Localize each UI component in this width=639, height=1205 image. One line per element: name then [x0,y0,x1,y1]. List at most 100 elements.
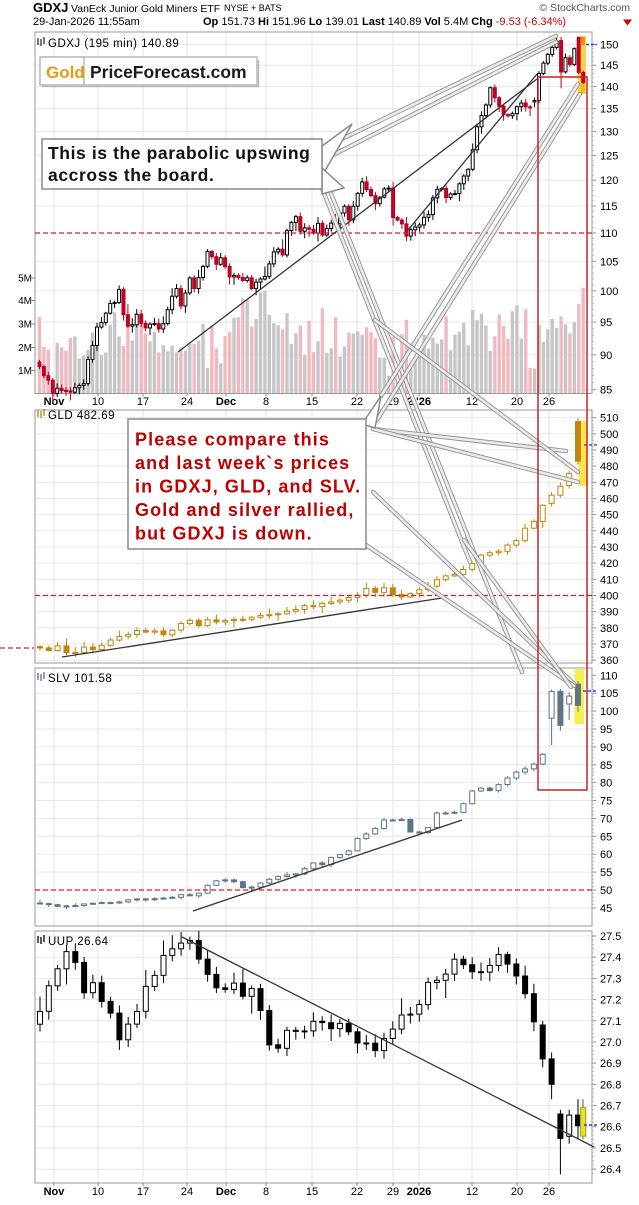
svg-text:360: 360 [600,655,618,667]
svg-text:3M: 3M [18,320,32,331]
svg-text:Dec: Dec [216,396,236,408]
svg-text:27.1: 27.1 [600,1016,621,1028]
svg-text:GDXJ: GDXJ [33,0,68,15]
svg-text:8: 8 [263,396,269,408]
svg-text:5M: 5M [18,274,32,285]
svg-text:85: 85 [600,385,612,397]
svg-text:105: 105 [600,688,618,700]
svg-text:26.9: 26.9 [600,1058,621,1070]
svg-text:95: 95 [600,724,612,736]
svg-text:390: 390 [600,607,618,619]
svg-text:135: 135 [600,104,618,116]
svg-text:1M: 1M [18,366,32,377]
svg-text:26: 26 [543,1186,555,1198]
svg-text:145: 145 [600,60,618,72]
svg-text:60: 60 [600,849,612,861]
svg-text:20: 20 [511,396,523,408]
svg-text:26: 26 [543,396,555,408]
svg-text:470: 470 [600,477,618,489]
svg-text:15: 15 [306,1186,318,1198]
svg-text:2026: 2026 [407,1186,431,1198]
svg-text:10: 10 [92,1186,104,1198]
svg-text:80: 80 [600,778,612,790]
svg-text:29: 29 [387,1186,399,1198]
svg-text:450: 450 [600,510,618,522]
svg-text:SLV 101.58: SLV 101.58 [48,673,112,685]
svg-text:110: 110 [600,228,618,240]
svg-text:VanEck Junior Gold Miners ETF: VanEck Junior Gold Miners ETF [71,3,220,15]
svg-text:490: 490 [600,445,618,457]
svg-text:This is the parabolic upswing: This is the parabolic upswing [48,143,310,163]
svg-text:480: 480 [600,461,618,473]
svg-text:24: 24 [181,1186,193,1198]
svg-text:12: 12 [466,1186,478,1198]
svg-text:27.2: 27.2 [600,995,621,1007]
svg-text:510: 510 [600,413,618,425]
svg-text:PriceForecast.com: PriceForecast.com [90,62,247,82]
svg-text:70: 70 [600,813,612,825]
svg-text:27.0: 27.0 [600,1037,621,1049]
svg-text:65: 65 [600,831,612,843]
svg-text:in GDXJ, GLD, and SLV.: in GDXJ, GLD, and SLV. [135,477,361,497]
svg-text:460: 460 [600,494,618,506]
svg-text:75: 75 [600,796,612,808]
svg-text:29-Jan-2026 11:55am: 29-Jan-2026 11:55am [33,16,140,28]
svg-text:130: 130 [600,127,618,139]
svg-text:45: 45 [600,903,612,915]
svg-text:150: 150 [600,40,618,52]
svg-text:GLD 482.69: GLD 482.69 [48,410,115,422]
svg-text:100: 100 [600,286,618,298]
svg-text:125: 125 [600,150,618,162]
svg-text:95: 95 [600,317,612,329]
svg-text:27.4: 27.4 [600,952,621,964]
svg-text:26.8: 26.8 [600,1079,621,1091]
svg-text:and last week`s prices: and last week`s prices [135,453,350,473]
svg-text:UUP 26.64: UUP 26.64 [48,936,109,948]
svg-text:100: 100 [600,706,618,718]
svg-text:370: 370 [600,639,618,651]
svg-text:85: 85 [600,760,612,772]
svg-text:4M: 4M [18,296,32,307]
svg-text:but GDXJ is down.: but GDXJ is down. [135,524,313,544]
svg-text:500: 500 [600,429,618,441]
svg-text:10: 10 [92,396,104,408]
svg-text:accross the board.: accross the board. [48,165,214,185]
svg-text:115: 115 [600,201,618,213]
svg-text:105: 105 [600,256,618,268]
svg-text:Op 151.73 Hi 151.96 Lo 139.01: Op 151.73 Hi 151.96 Lo 139.01 Last 140.8… [203,16,566,28]
svg-text:430: 430 [600,542,618,554]
svg-text:17: 17 [137,1186,149,1198]
svg-text:15: 15 [306,396,318,408]
svg-text:22: 22 [351,396,363,408]
svg-text:24: 24 [181,396,193,408]
svg-text:26.4: 26.4 [600,1164,621,1176]
svg-text:Please compare this: Please compare this [135,430,330,450]
svg-text:55: 55 [600,867,612,879]
svg-text:© StockCharts.com: © StockCharts.com [539,2,630,14]
svg-text:140: 140 [600,82,618,94]
svg-text:26.7: 26.7 [600,1101,621,1113]
svg-text:GDXJ (195 min) 140.89: GDXJ (195 min) 140.89 [48,38,179,50]
svg-text:26.5: 26.5 [600,1143,621,1155]
svg-text:NYSE + BATS: NYSE + BATS [224,3,282,13]
svg-text:380: 380 [600,623,618,635]
svg-text:400: 400 [600,591,618,603]
svg-text:26.6: 26.6 [600,1122,621,1134]
svg-text:120: 120 [600,175,618,187]
svg-text:410: 410 [600,574,618,586]
svg-text:420: 420 [600,558,618,570]
svg-text:Dec: Dec [216,1186,236,1198]
svg-text:27.3: 27.3 [600,973,621,985]
svg-text:90: 90 [600,742,612,754]
svg-text:27.5: 27.5 [600,931,621,943]
svg-text:8: 8 [263,1186,269,1198]
svg-text:Gold: Gold [46,63,85,82]
svg-text:22: 22 [351,1186,363,1198]
svg-text:20: 20 [511,1186,523,1198]
svg-text:2M: 2M [18,343,32,354]
svg-text:Nov: Nov [44,396,66,408]
svg-text:50: 50 [600,885,612,897]
svg-text:Nov: Nov [44,1186,66,1198]
svg-text:12: 12 [466,396,478,408]
svg-text:90: 90 [600,350,612,362]
